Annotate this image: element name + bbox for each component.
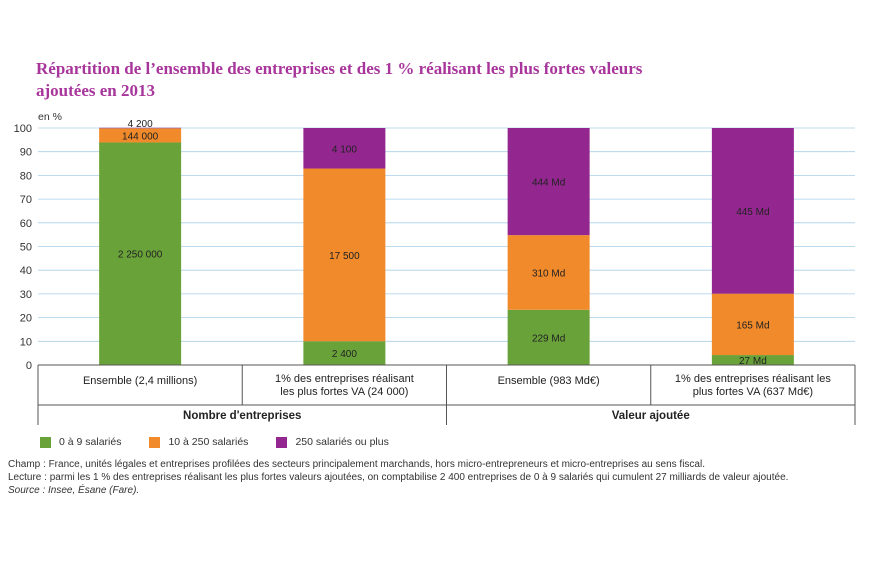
legend-label: 250 salariés ou plus [295, 436, 389, 448]
bar-value-label: 4 100 [332, 144, 357, 155]
legend-swatch-orange [149, 436, 161, 448]
note-lecture: Lecture : parmi les 1 % des entreprises … [8, 472, 789, 483]
bar-value-label: 144 000 [122, 131, 159, 142]
category-label: Ensemble (983 Md€) [498, 375, 600, 387]
bar-value-label: 17 500 [329, 251, 360, 262]
bar-value-label: 445 Md [736, 207, 769, 218]
bar-value-label: 4 200 [128, 119, 153, 130]
legend-item-0-9: 0 à 9 salariés [40, 436, 121, 448]
y-axis-unit-label: en % [38, 111, 62, 123]
category-label: les plus fortes VA (24 000) [280, 386, 408, 398]
bar-segment [303, 128, 386, 169]
bar-segment [711, 355, 794, 365]
group-label: Valeur ajoutée [612, 410, 690, 422]
bar-value-label: 444 Md [532, 178, 565, 189]
bar-value-label: 2 250 000 [118, 250, 163, 261]
y-tick-label: 40 [20, 265, 32, 277]
legend: 0 à 9 salariés 10 à 250 salariés 250 sal… [40, 436, 389, 448]
chart-notes: Champ : France, unités légales et entrep… [8, 458, 868, 497]
y-axis-ticks: 0 10 20 30 40 50 60 70 80 90 100 [14, 123, 32, 372]
legend-label: 0 à 9 salariés [59, 436, 122, 448]
bar-segment [507, 309, 590, 365]
legend-label: 10 à 250 salariés [168, 436, 249, 448]
chart-title: Répartition de l’ensemble des entreprise… [36, 58, 836, 102]
bar-value-label: 310 Md [532, 268, 565, 279]
bar-segment [507, 128, 590, 236]
category-label: plus fortes VA (637 Md€) [693, 386, 813, 398]
chart-title-line-1: Répartition de l’ensemble des entreprise… [36, 59, 643, 78]
note-source: Source : Insee, Ésane (Fare). [8, 485, 140, 496]
y-tick-label: 60 [20, 218, 32, 230]
y-tick-label: 10 [20, 336, 32, 348]
y-tick-label: 50 [20, 242, 32, 254]
y-tick-label: 70 [20, 194, 32, 206]
category-label: 1% des entreprises réalisant les [675, 373, 831, 385]
y-tick-label: 20 [20, 313, 32, 325]
y-tick-label: 80 [20, 170, 32, 182]
category-label: Ensemble (2,4 millions) [83, 375, 197, 387]
legend-item-250-plus: 250 salariés ou plus [276, 436, 389, 448]
bar-value-label: 229 Md [532, 333, 565, 344]
x-axis: Ensemble (2,4 millions) 1% des entreprise… [37, 364, 856, 425]
y-tick-label: 100 [14, 123, 32, 135]
bar-segment [99, 128, 182, 143]
group-label: Nombre d'entreprises [183, 410, 301, 422]
bar-segment [303, 168, 386, 342]
note-champ: Champ : France, unités légales et entrep… [8, 459, 705, 470]
legend-item-10-250: 10 à 250 salariés [149, 436, 248, 448]
bar-value-label: 27 Md [739, 356, 767, 367]
bar-segment [711, 128, 794, 294]
y-tick-label: 0 [26, 360, 32, 372]
legend-swatch-purple [276, 436, 288, 448]
bar-value-label: 165 Md [736, 320, 769, 331]
bar-segment [99, 142, 182, 365]
bar-segment [303, 341, 386, 365]
y-tick-label: 30 [20, 289, 32, 301]
legend-swatch-green [40, 436, 51, 448]
bar-segment [507, 235, 590, 310]
bar-segment [711, 293, 794, 356]
stacked-bar-chart: en % 0 10 20 30 40 50 60 70 80 90 100 2 250 000 144… [14, 111, 856, 425]
y-tick-label: 90 [20, 147, 32, 159]
bar-value-label: 2 400 [332, 349, 357, 360]
category-label: 1% des entreprises réalisant [275, 373, 414, 385]
chart-title-line-2: ajoutées en 2013 [36, 81, 155, 100]
